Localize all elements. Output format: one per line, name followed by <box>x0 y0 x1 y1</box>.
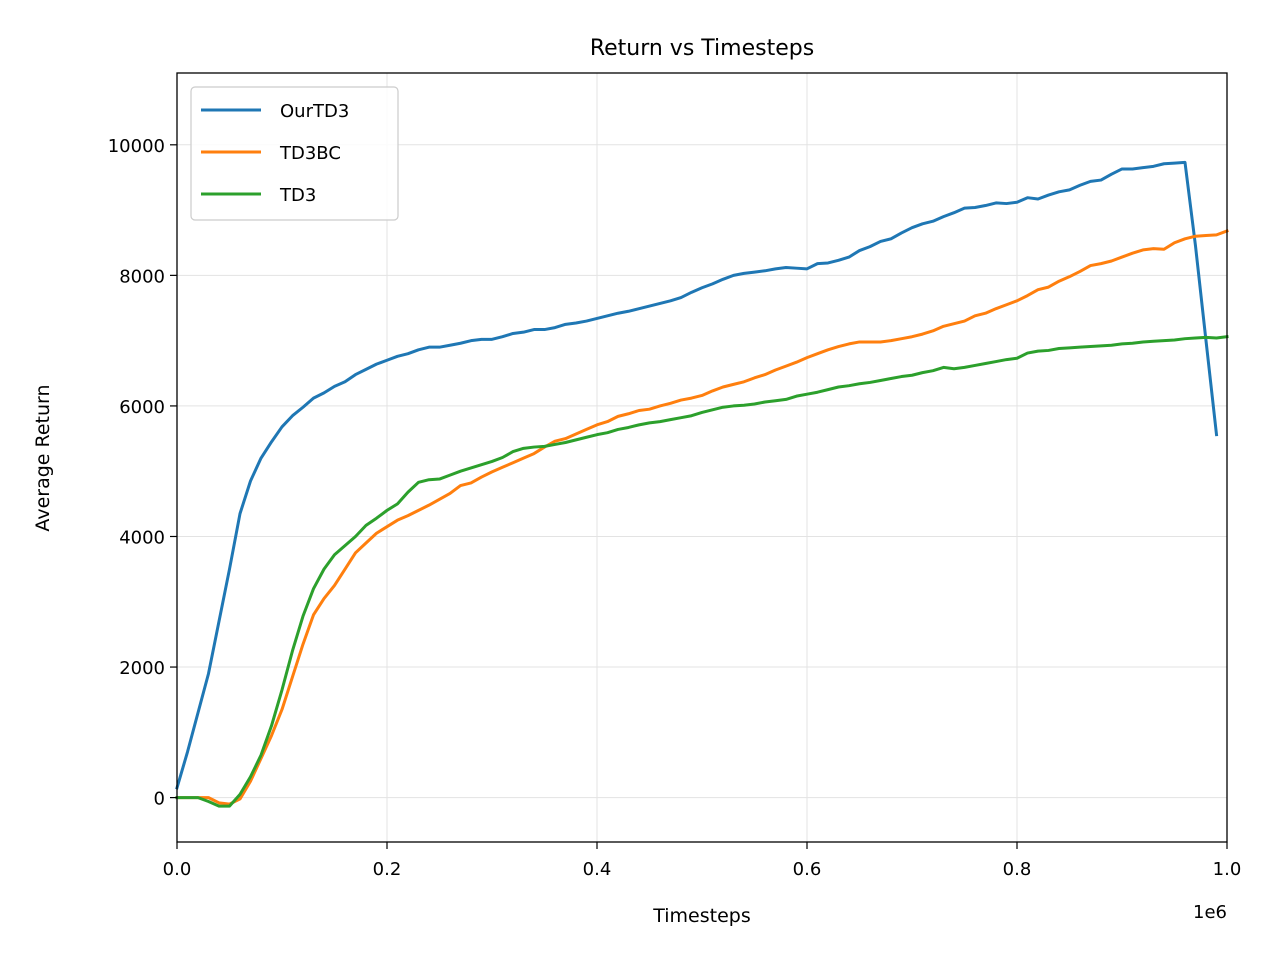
legend: OurTD3 TD3BC TD3 <box>190 86 399 221</box>
legend-label-ourtd3: OurTD3 <box>280 101 349 122</box>
y-tick-label: 6000 <box>119 397 165 418</box>
y-axis-ticks: 0 2000 4000 6000 8000 10000 <box>108 136 177 810</box>
x-tick-label: 0.8 <box>1003 859 1032 880</box>
plot-series <box>175 160 1229 808</box>
legend-label-td3bc: TD3BC <box>279 143 341 164</box>
y-tick-label: 4000 <box>119 527 165 548</box>
y-axis-label: Average Return <box>32 384 54 531</box>
x-axis-offset-label: 1e6 <box>1193 902 1227 923</box>
x-tick-label: 0.4 <box>583 859 612 880</box>
x-tick-label: 0.0 <box>163 859 192 880</box>
x-axis-label: Timesteps <box>652 905 751 927</box>
y-tick-label: 10000 <box>108 136 165 157</box>
y-tick-label: 8000 <box>119 266 165 287</box>
grid-lines <box>176 73 1228 842</box>
series-line-td3 <box>175 335 1229 808</box>
series-line-td3bc <box>175 229 1229 806</box>
legend-label-td3: TD3 <box>279 185 316 206</box>
series-line-ourtd3 <box>175 160 1219 790</box>
y-tick-label: 2000 <box>119 658 165 679</box>
axes-frame <box>176 72 1228 843</box>
y-tick-label: 0 <box>154 789 165 810</box>
legend-box <box>190 86 399 221</box>
x-tick-label: 0.6 <box>793 859 822 880</box>
x-tick-label: 0.2 <box>373 859 402 880</box>
x-axis-ticks: 0.0 0.2 0.4 0.6 0.8 1.0 <box>163 842 1242 880</box>
x-tick-label: 1.0 <box>1213 859 1242 880</box>
chart-title: Return vs Timesteps <box>590 36 814 61</box>
